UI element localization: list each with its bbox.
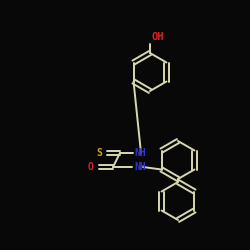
- Text: OH: OH: [151, 32, 164, 42]
- Text: NH: NH: [134, 162, 146, 172]
- Text: S: S: [96, 148, 102, 158]
- Text: O: O: [88, 162, 94, 172]
- Text: NH: NH: [134, 148, 146, 158]
